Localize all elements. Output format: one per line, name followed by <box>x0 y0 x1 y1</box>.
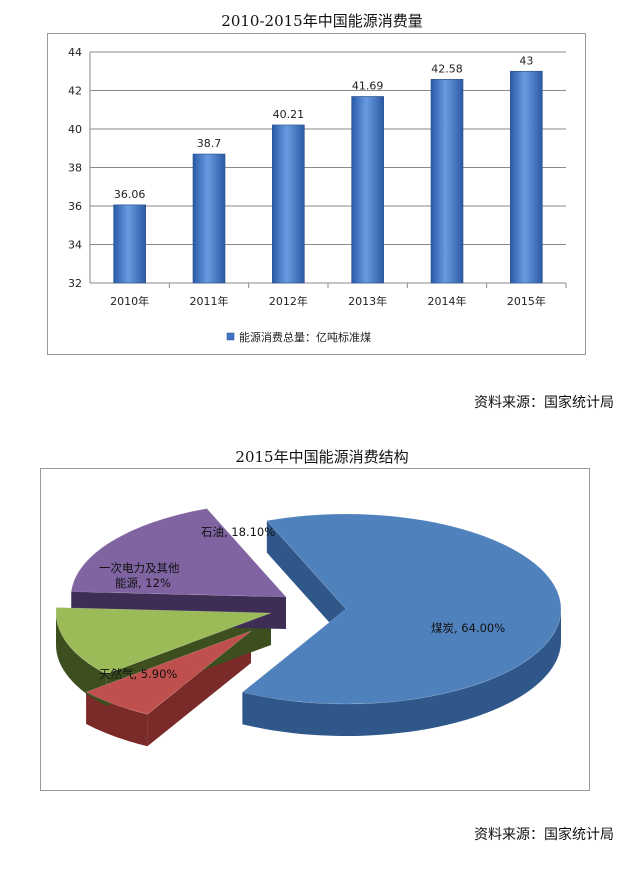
bar-value-label: 41.69 <box>352 79 384 92</box>
bar <box>351 96 384 284</box>
pie-chart-frame: 煤炭, 64.00% 天然气, 5.90% 一次电力及其他能源, 12% 石油, 18… <box>40 468 590 791</box>
pie-slice <box>55 607 272 675</box>
pie-slice <box>241 513 562 705</box>
y-tick-label: 32 <box>68 277 82 290</box>
x-tick-label: 2014年 <box>428 294 467 308</box>
bar-value-label: 43 <box>519 54 533 67</box>
y-tick-label: 36 <box>68 200 82 213</box>
pie-slice-side <box>242 609 561 736</box>
bar <box>430 79 464 284</box>
x-tick-label: 2010年 <box>110 294 149 308</box>
legend-label: 能源消费总量：亿吨标准煤 <box>239 330 371 344</box>
bar <box>272 124 305 284</box>
pie-slice-label: 石油, 18.10% <box>201 525 275 539</box>
bar-value-label: 36.06 <box>114 188 145 201</box>
y-tick-label: 42 <box>68 85 82 98</box>
y-tick-label: 34 <box>68 239 82 252</box>
x-tick-label: 2015年 <box>507 294 546 308</box>
bar-value-label: 42.58 <box>431 62 463 75</box>
y-tick-label: 44 <box>68 46 82 59</box>
pie-slice-label: 一次电力及其他能源, 12% <box>99 561 180 590</box>
pie-slice-side <box>56 613 107 707</box>
x-tick-label: 2013年 <box>348 294 387 308</box>
y-tick-label: 38 <box>68 162 82 175</box>
bar-chart-source: 资料来源：国家统计局 <box>474 395 614 411</box>
bar <box>510 70 543 284</box>
bar-chart-title: 2010-2015年中国能源消费量 <box>221 12 423 30</box>
bar <box>192 153 226 284</box>
bar-value-label: 38.7 <box>197 137 222 150</box>
x-tick-label: 2011年 <box>190 294 229 308</box>
pie-slice-label: 煤炭, 64.00% <box>431 621 505 635</box>
pie-slice-edge <box>266 520 346 641</box>
bar-chart-frame: 32 34 36 38 40 42 44 36.06 2010年 38.7 2011年 40.21 20… <box>47 33 586 355</box>
x-tick-label: 2012年 <box>269 294 308 308</box>
pie-chart-source: 资料来源：国家统计局 <box>474 827 614 843</box>
bar-chart: 32 34 36 38 40 42 44 36.06 2010年 38.7 2011年 40.21 20… <box>68 46 567 344</box>
pie-slice <box>85 630 252 715</box>
pie-chart-title: 2015年中国能源消费结构 <box>235 448 409 466</box>
pie-chart: 煤炭, 64.00% 天然气, 5.90% 一次电力及其他能源, 12% 石油, 18… <box>55 508 562 747</box>
pie-slice <box>71 508 287 598</box>
y-tick-label: 40 <box>68 123 82 136</box>
bar-value-label: 40.21 <box>273 108 305 121</box>
legend-swatch <box>226 332 235 341</box>
pie-slice-label: 天然气, 5.90% <box>99 667 177 681</box>
bar <box>113 204 146 284</box>
